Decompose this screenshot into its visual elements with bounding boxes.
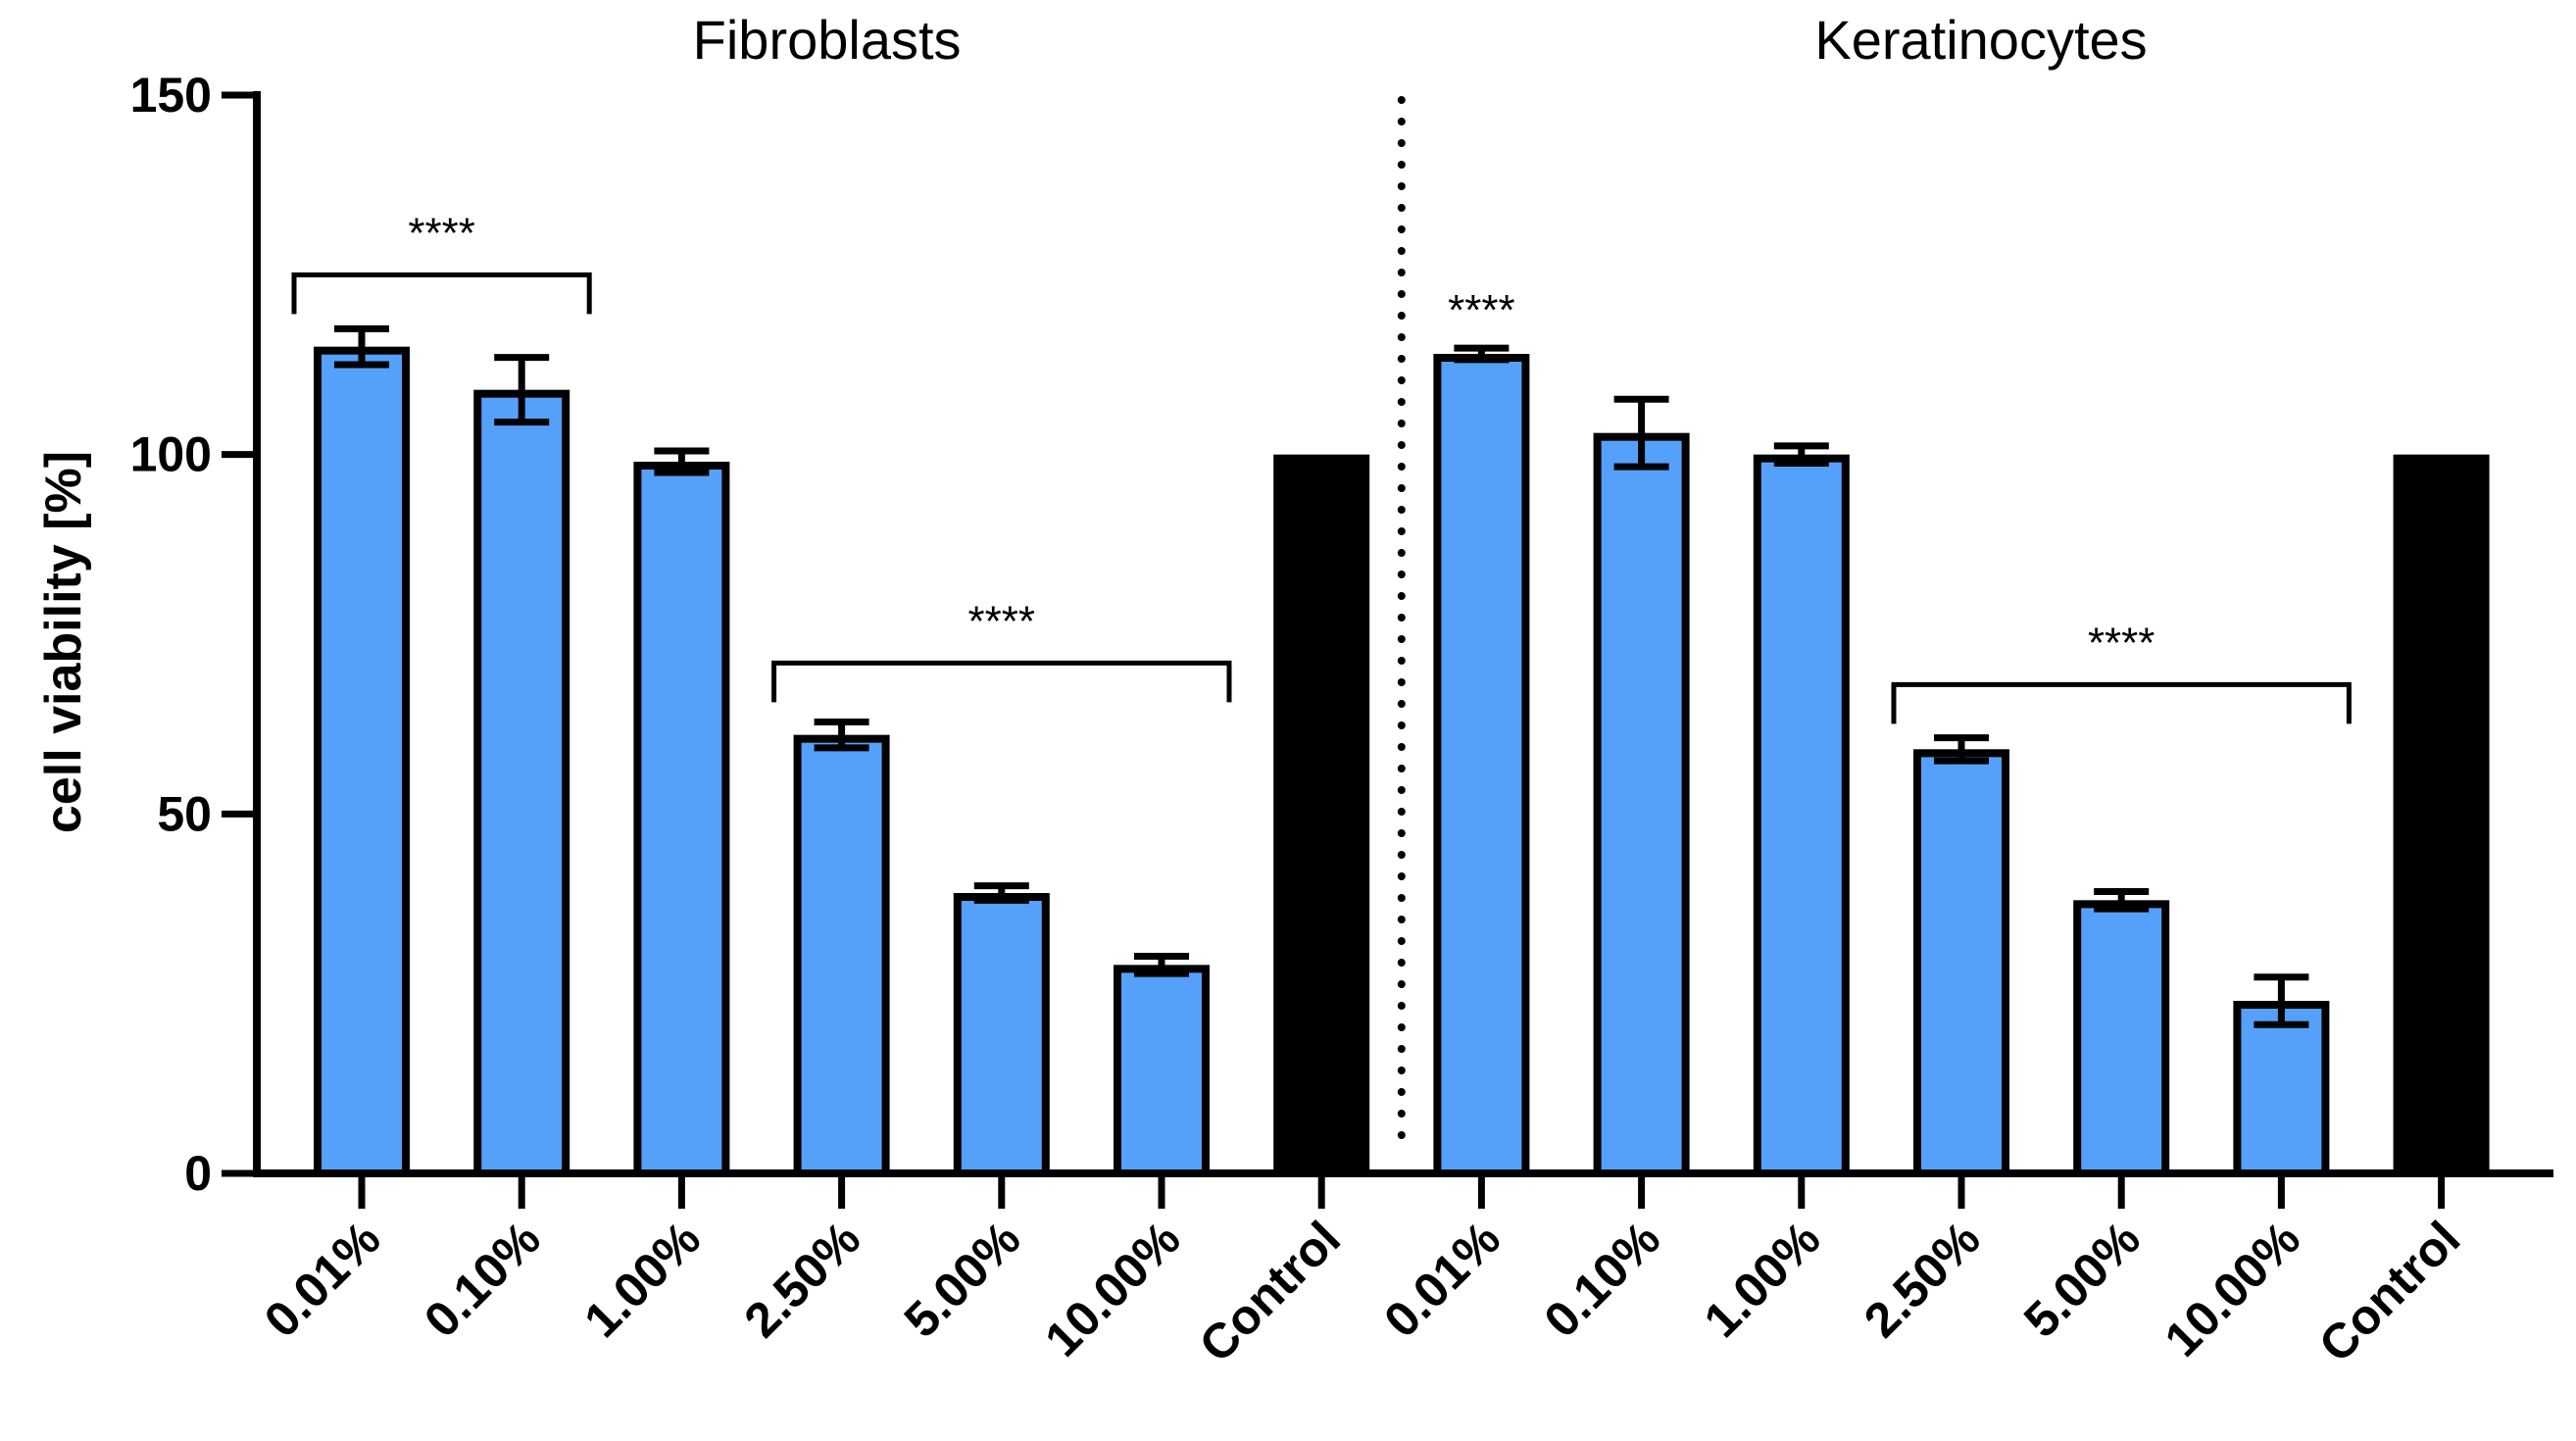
x-tick-label-fibroblasts-3: 1.00% [573,1211,711,1348]
bar-fibroblasts-3 [633,462,730,1177]
bar-keratinocytes-7 [2393,454,2490,1177]
bar-keratinocytes-6 [2233,1001,2330,1177]
x-tick-label-fibroblasts-5: 5.00% [894,1211,1031,1348]
significance-bracket-4 [1891,681,2352,724]
x-tick-label-keratinocytes-4: 2.50% [1854,1211,1991,1348]
bar-fibroblasts-1 [314,346,410,1177]
y-tick-label-50: 50 [157,786,212,841]
significance-bracket-2 [771,660,1232,703]
significance-label-3: **** [1448,286,1515,334]
x-tick-label-fibroblasts-1: 0.01% [254,1211,391,1348]
x-tick-label-keratinocytes-6: 10.00% [2155,1211,2311,1367]
x-tick-label-fibroblasts-7: Control [1189,1211,1351,1372]
bar-keratinocytes-1 [1433,354,1530,1177]
axes-layer [222,91,2553,1209]
bar-keratinocytes-2 [1593,432,1690,1177]
x-tick-label-keratinocytes-3: 1.00% [1694,1211,1831,1348]
x-tick-label-keratinocytes-5: 5.00% [2013,1211,2151,1348]
bar-fibroblasts-5 [953,893,1050,1177]
bar-keratinocytes-5 [2073,900,2170,1177]
y-tick-label-0: 0 [184,1146,212,1201]
group-title-fibroblasts: Fibroblasts [693,9,962,71]
y-axis-label: cell viability [%] [35,451,92,833]
x-tick-label-keratinocytes-2: 0.10% [1534,1211,1671,1348]
significance-label-1: **** [408,209,475,257]
y-tick-label-150: 150 [130,68,212,123]
bar-fibroblasts-6 [1114,965,1210,1177]
x-tick-label-keratinocytes-7: Control [2308,1211,2470,1372]
bar-fibroblasts-2 [473,389,570,1177]
significance-label-4: **** [2088,619,2155,667]
y-tick-label-100: 100 [130,427,212,482]
x-tick-label-fibroblasts-2: 0.10% [414,1211,551,1348]
significance-label-2: **** [968,597,1036,645]
group-title-keratinocytes: Keratinocytes [1814,9,2147,71]
x-tick-label-fibroblasts-4: 2.50% [734,1211,871,1348]
bar-keratinocytes-3 [1753,454,1850,1177]
x-tick-label-keratinocytes-1: 0.01% [1373,1211,1511,1348]
bar-fibroblasts-4 [793,734,890,1178]
x-tick-label-fibroblasts-6: 10.00% [1034,1211,1191,1367]
bar-fibroblasts-7 [1273,454,1370,1177]
annotations-layer [291,96,2352,1152]
bar-keratinocytes-4 [1913,749,2009,1177]
significance-bracket-1 [291,272,592,315]
